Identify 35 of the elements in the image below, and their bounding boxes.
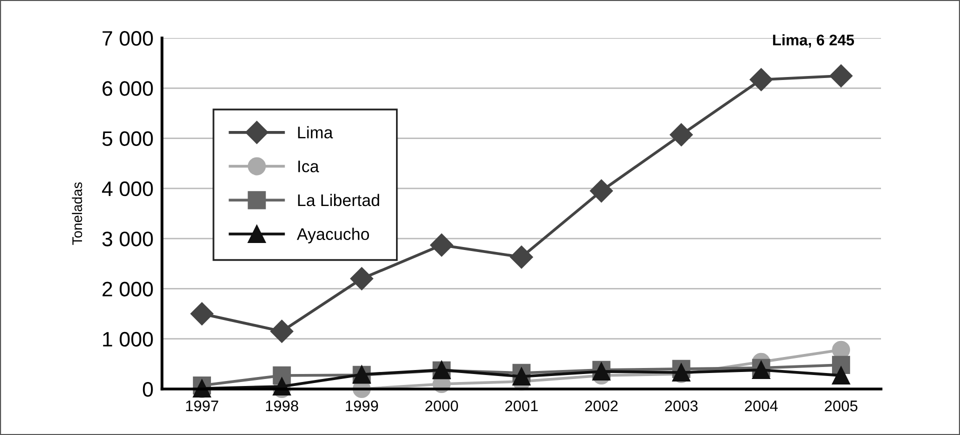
- x-tick-label: 2000: [425, 400, 458, 412]
- point: [670, 123, 693, 146]
- point: [510, 246, 533, 269]
- x-tick-label: 2002: [585, 400, 618, 412]
- legend-label: Ayacucho: [296, 228, 370, 244]
- x-tick-label: 2003: [665, 400, 698, 412]
- y-tick-label: 7 000: [102, 31, 153, 46]
- legend-label: Lima: [298, 126, 333, 138]
- point: [430, 234, 454, 257]
- y-axis-title: Toneladas: [72, 182, 82, 245]
- x-tick-label: 1998: [266, 400, 298, 412]
- point: [830, 64, 853, 88]
- legend-label: Ica: [298, 160, 320, 172]
- x-tick-label: 2004: [744, 400, 778, 412]
- y-tick-label: 2 000: [102, 282, 153, 296]
- point: [832, 366, 850, 384]
- point: [190, 302, 214, 326]
- y-tick-label: 6 000: [102, 81, 153, 96]
- x-tick-label: 2005: [824, 400, 858, 412]
- x-tick-label: 2001: [505, 400, 538, 412]
- y-tick-label: 5 000: [102, 131, 153, 146]
- y-tick-label: 0: [142, 382, 153, 397]
- point: [270, 320, 294, 343]
- x-tick-label: 1999: [346, 400, 378, 412]
- y-tick-label: 4 000: [102, 181, 153, 196]
- x-tick-label: 1997: [186, 400, 218, 412]
- annotation: Lima, 6 245: [773, 34, 854, 48]
- point: [350, 267, 374, 290]
- point: [272, 366, 291, 384]
- legend-label: La Libertad: [298, 194, 380, 206]
- point: [750, 68, 773, 92]
- point: [512, 367, 531, 386]
- y-tick-label: 3 000: [102, 232, 153, 246]
- y-tick-label: 1 000: [103, 332, 153, 347]
- point: [590, 179, 613, 202]
